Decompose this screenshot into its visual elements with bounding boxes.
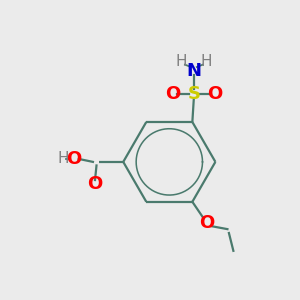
Text: O: O: [87, 175, 103, 193]
Text: O: O: [199, 214, 214, 232]
Text: H: H: [175, 54, 187, 69]
Text: O: O: [67, 150, 82, 168]
Text: S: S: [187, 85, 200, 103]
Text: O: O: [165, 85, 180, 103]
Text: N: N: [186, 61, 201, 80]
Text: H: H: [201, 54, 212, 69]
Text: O: O: [208, 85, 223, 103]
Text: H: H: [57, 152, 69, 166]
